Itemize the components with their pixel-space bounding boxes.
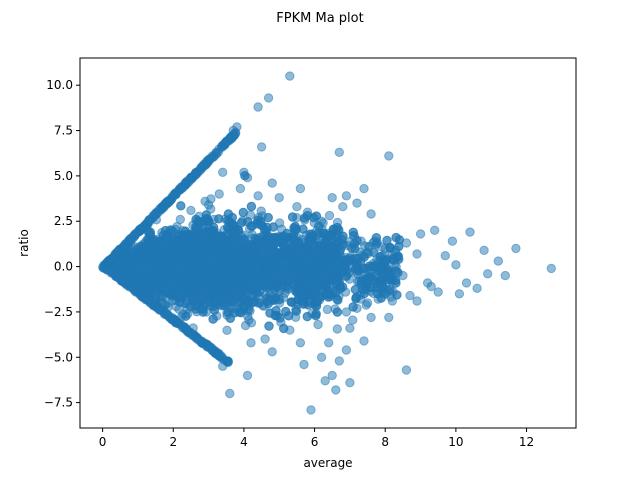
data-point xyxy=(264,321,274,331)
data-point xyxy=(338,231,348,241)
data-point xyxy=(283,284,293,294)
data-point xyxy=(330,240,340,250)
data-point xyxy=(332,275,343,285)
data-point xyxy=(324,210,335,221)
data-point xyxy=(222,325,232,335)
data-point xyxy=(234,299,244,309)
data-point xyxy=(320,238,330,248)
data-point xyxy=(359,288,369,299)
data-point xyxy=(279,231,289,241)
data-point xyxy=(312,297,323,307)
data-point xyxy=(332,324,342,334)
data-point xyxy=(291,304,301,314)
data-point xyxy=(322,304,333,315)
scatter-points xyxy=(98,71,556,415)
data-point xyxy=(263,212,273,223)
data-point xyxy=(369,247,379,258)
data-point xyxy=(351,292,362,302)
data-point xyxy=(332,307,343,317)
data-point xyxy=(348,315,358,325)
data-point xyxy=(246,201,257,212)
data-point xyxy=(246,221,257,231)
data-point xyxy=(287,212,298,222)
chart-title: FPKM Ma plot xyxy=(276,11,363,26)
data-point xyxy=(375,252,385,262)
data-point xyxy=(176,201,186,211)
data-point xyxy=(238,207,249,218)
data-point xyxy=(302,311,312,322)
data-point xyxy=(193,216,203,226)
data-point xyxy=(247,281,257,292)
data-point xyxy=(333,295,343,305)
data-point xyxy=(392,290,402,300)
data-point xyxy=(256,206,266,216)
data-point xyxy=(181,311,191,321)
data-point xyxy=(227,212,238,223)
data-point xyxy=(208,314,218,324)
